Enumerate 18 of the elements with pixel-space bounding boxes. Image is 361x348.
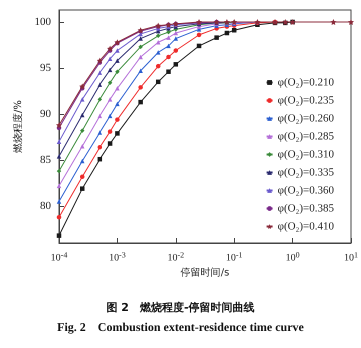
text: Fig. 2 Combustion extent-residence time curve [57,320,305,334]
legend-label: φ(O₂)=0.385 [278,202,334,214]
y-tick-label: 85 [40,154,52,166]
y-axis-title: 燃烧程度/% [12,100,24,153]
legend-label: φ(O₂)=0.335 [278,166,334,178]
legend-label: φ(O₂)=0.310 [278,148,334,160]
legend-label: φ(O₂)=0.260 [278,112,334,124]
y-tick-label: 90 [40,108,52,120]
legend-label: φ(O₂)=0.410 [278,220,334,232]
x-axis-title: 停留时间/s [180,266,230,278]
y-tick-label: 80 [40,200,52,212]
text: 图 2 燃烧程度-停留时间曲线 [106,301,255,314]
y-tick-label: 95 [40,62,52,74]
legend-label: φ(O₂)=0.235 [278,94,334,106]
legend-label: φ(O₂)=0.285 [278,130,334,142]
y-tick-label: 100 [34,16,52,28]
legend-label: φ(O₂)=0.210 [278,76,334,88]
legend-label: φ(O₂)=0.360 [278,184,334,196]
